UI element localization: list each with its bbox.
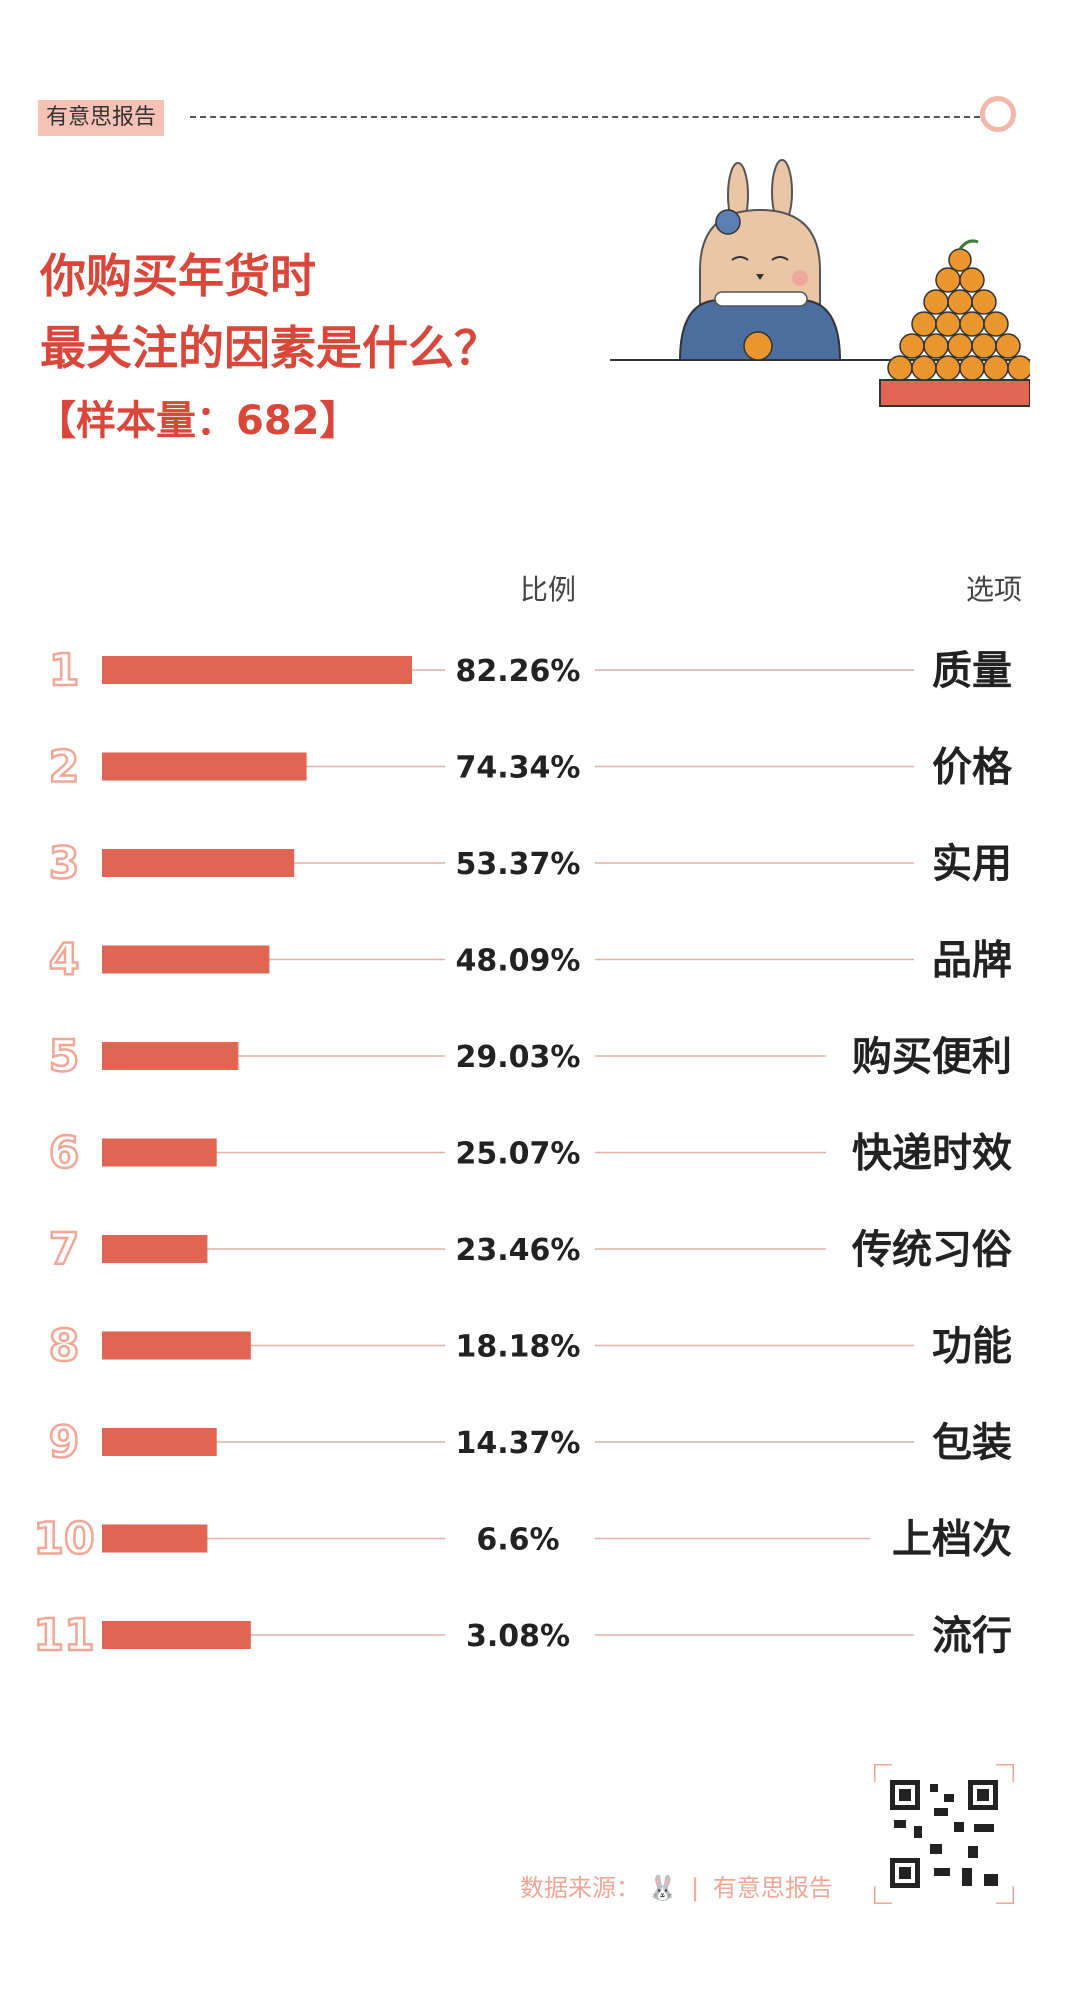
value-label: 14.37%	[456, 1426, 581, 1461]
column-header-ratio: 比例	[520, 573, 577, 606]
value-label: 23.46%	[456, 1233, 581, 1268]
sample-size: 【样本量：682】	[36, 398, 360, 444]
source-name: 有意思报告	[712, 1874, 833, 1902]
category-label: 质量	[932, 648, 1012, 694]
value-label: 82.26%	[456, 654, 581, 689]
value-label: 6.6%	[476, 1523, 559, 1558]
rank-number: 4	[49, 935, 80, 986]
bar	[102, 656, 412, 684]
value-label: 3.08%	[466, 1619, 570, 1654]
category-label: 品牌	[932, 938, 1012, 984]
qr-code-icon	[874, 1764, 1014, 1904]
bar	[102, 1331, 251, 1360]
rank-number: 3	[49, 838, 80, 889]
dashed-divider	[190, 116, 980, 118]
category-label: 购买便利	[852, 1034, 1012, 1080]
bar	[102, 1621, 251, 1649]
value-label: 25.07%	[456, 1137, 581, 1172]
category-label: 功能	[932, 1324, 1012, 1370]
rank-number: 5	[49, 1031, 80, 1082]
value-label: 29.03%	[456, 1040, 581, 1075]
rank-number: 11	[33, 1610, 94, 1661]
category-label: 价格	[932, 745, 1013, 791]
circle-decoration	[980, 96, 1016, 132]
rank-number: 9	[49, 1417, 80, 1468]
rank-number: 1	[49, 645, 80, 696]
rank-number: 10	[33, 1514, 94, 1565]
rabbit-logo-icon: 🐰	[647, 1874, 678, 1902]
category-label: 实用	[932, 841, 1012, 887]
bar	[102, 1428, 217, 1456]
rank-number: 2	[49, 742, 80, 793]
page-title: 你购买年货时 最关注的因素是什么？	[40, 240, 500, 384]
category-label: 包装	[932, 1420, 1012, 1466]
bar	[102, 1138, 217, 1167]
bar-chart: 1 82.26% 质量 2 74.34% 价格 3 53.37% 实用 4 48.09% 品牌 5 29.…	[32, 644, 1013, 1663]
category-label: 快递时效	[852, 1131, 1012, 1177]
rabbit-illustration	[610, 159, 1030, 407]
value-label: 74.34%	[456, 751, 581, 786]
brand-tag: 有意思报告	[38, 100, 165, 136]
source-label: 数据来源：	[520, 1874, 640, 1902]
value-label: 18.18%	[456, 1330, 581, 1365]
value-label: 53.37%	[456, 847, 581, 882]
rank-number: 7	[49, 1224, 80, 1275]
bar	[102, 1524, 208, 1553]
bar	[102, 849, 295, 877]
category-label: 传统习俗	[851, 1227, 1012, 1273]
title-line-2: 最关注的因素是什么？	[40, 321, 500, 375]
rank-number: 6	[49, 1128, 80, 1179]
rank-number: 8	[49, 1321, 80, 1372]
value-label: 48.09%	[456, 944, 581, 979]
category-label: 流行	[932, 1613, 1012, 1659]
bar	[102, 1235, 208, 1263]
category-label: 上档次	[892, 1517, 1012, 1563]
bar	[102, 945, 270, 974]
bar	[102, 1042, 239, 1070]
data-source: 数据来源： 🐰 | 有意思报告	[520, 1868, 833, 1903]
bar	[102, 752, 307, 781]
title-line-1: 你购买年货时	[40, 249, 316, 303]
column-header-option: 选项	[966, 573, 1023, 606]
separator: |	[691, 1874, 700, 1902]
